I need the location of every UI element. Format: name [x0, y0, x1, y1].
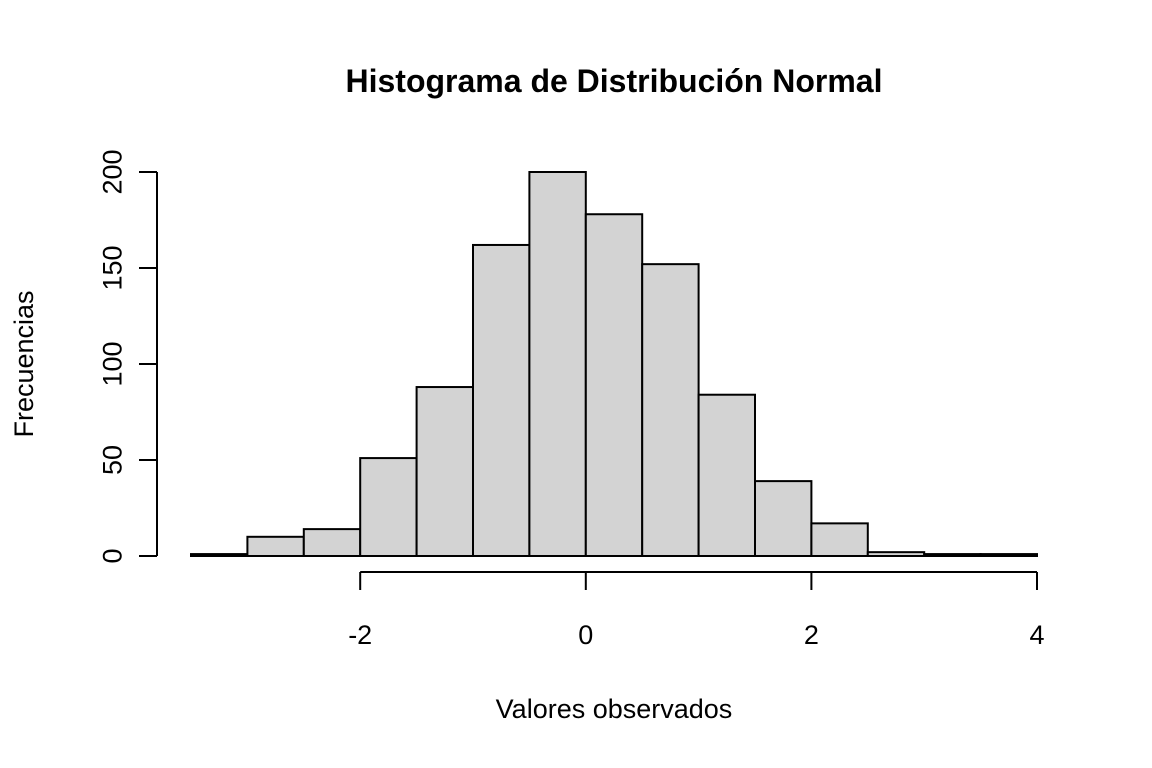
histogram-bar — [190, 553, 249, 558]
y-axis-label: Frecuencias — [9, 290, 39, 437]
histogram-bars — [190, 171, 1038, 558]
histogram-bar — [923, 553, 982, 558]
histogram-bar — [472, 243, 531, 558]
y-tick-label: 50 — [97, 445, 127, 475]
x-tick-label: 0 — [578, 620, 593, 650]
histogram-bar — [810, 522, 869, 557]
histogram-bar — [359, 457, 418, 557]
histogram-bar — [697, 393, 756, 557]
x-tick-label: 4 — [1029, 620, 1044, 650]
histogram-bar — [641, 263, 700, 557]
x-tick-label: -2 — [348, 620, 372, 650]
histogram-bar — [246, 535, 305, 557]
histogram-bar — [979, 553, 1038, 558]
x-axis: -2 0 2 4 — [348, 571, 1045, 650]
x-axis-label: Valores observados — [496, 694, 733, 724]
y-axis: 0 50 100 150 200 — [97, 149, 158, 564]
y-tick-label: 100 — [97, 341, 127, 386]
y-tick-label: 200 — [97, 149, 127, 194]
histogram-bar — [302, 528, 362, 557]
histogram-bar — [754, 480, 813, 557]
x-tick-label: 2 — [804, 620, 819, 650]
y-tick-label: 150 — [97, 245, 127, 290]
y-tick-label: 0 — [97, 548, 127, 563]
chart-title: Histograma de Distribución Normal — [346, 63, 883, 99]
histogram-bar — [584, 213, 644, 558]
histogram-bar — [528, 171, 587, 557]
histogram-bar — [415, 386, 475, 558]
histogram-bar — [866, 551, 926, 557]
